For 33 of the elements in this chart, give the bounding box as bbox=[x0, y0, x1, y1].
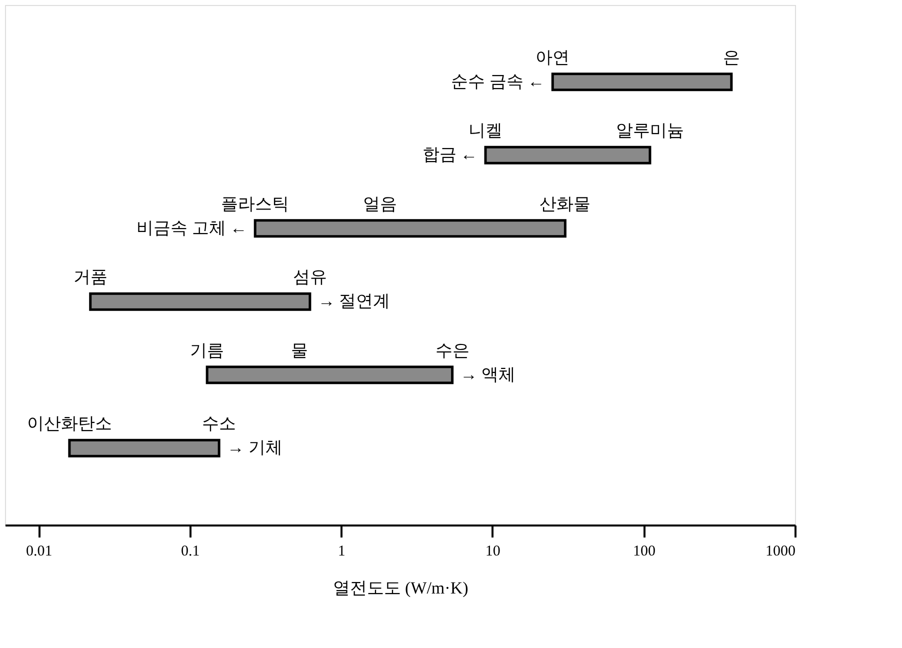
annotation: 기름 bbox=[190, 340, 224, 360]
x-tick-label: 1 bbox=[338, 544, 346, 560]
annotation: 플라스틱 bbox=[221, 194, 290, 214]
annotation: 은 bbox=[722, 48, 740, 67]
bar bbox=[484, 146, 652, 164]
bar bbox=[89, 292, 312, 311]
annotation: 거품 bbox=[73, 268, 108, 287]
x-tick-label: 10 bbox=[485, 544, 500, 560]
annotation: 이산화탄소 bbox=[26, 414, 112, 434]
y-tick-label: 순수 금속 ← bbox=[451, 72, 545, 91]
bar bbox=[254, 219, 566, 238]
annotation: 산화물 bbox=[540, 194, 591, 214]
bar bbox=[551, 72, 733, 92]
x-axis-title: 열전도도 (W/m·K) bbox=[332, 578, 468, 598]
x-tick-label: 1000 bbox=[766, 544, 796, 560]
annotation: 수소 bbox=[202, 414, 236, 434]
bar bbox=[206, 366, 454, 384]
x-tick-label: 0.1 bbox=[180, 544, 200, 560]
annotation: 물 bbox=[290, 340, 308, 360]
x-tick-label: 100 bbox=[632, 544, 656, 560]
y-tick-label: 비금속 고체 ← bbox=[136, 218, 248, 238]
annotation: 아연 bbox=[536, 48, 570, 67]
bar bbox=[68, 438, 220, 458]
annotation: 섬유 bbox=[292, 268, 327, 287]
annotation: 니켈 bbox=[468, 121, 503, 140]
annotation: 얼음 bbox=[362, 194, 397, 214]
y-tick-label: 합금 ← bbox=[422, 145, 478, 164]
x-tick-label: 0.01 bbox=[26, 544, 52, 560]
annotation: 알루미늄 bbox=[616, 121, 684, 140]
y-tick-label: → 절연계 bbox=[318, 292, 390, 311]
annotation: 수은 bbox=[435, 340, 470, 360]
y-tick-label: → 액체 bbox=[460, 364, 516, 384]
y-tick-label: → 기체 bbox=[227, 438, 282, 458]
